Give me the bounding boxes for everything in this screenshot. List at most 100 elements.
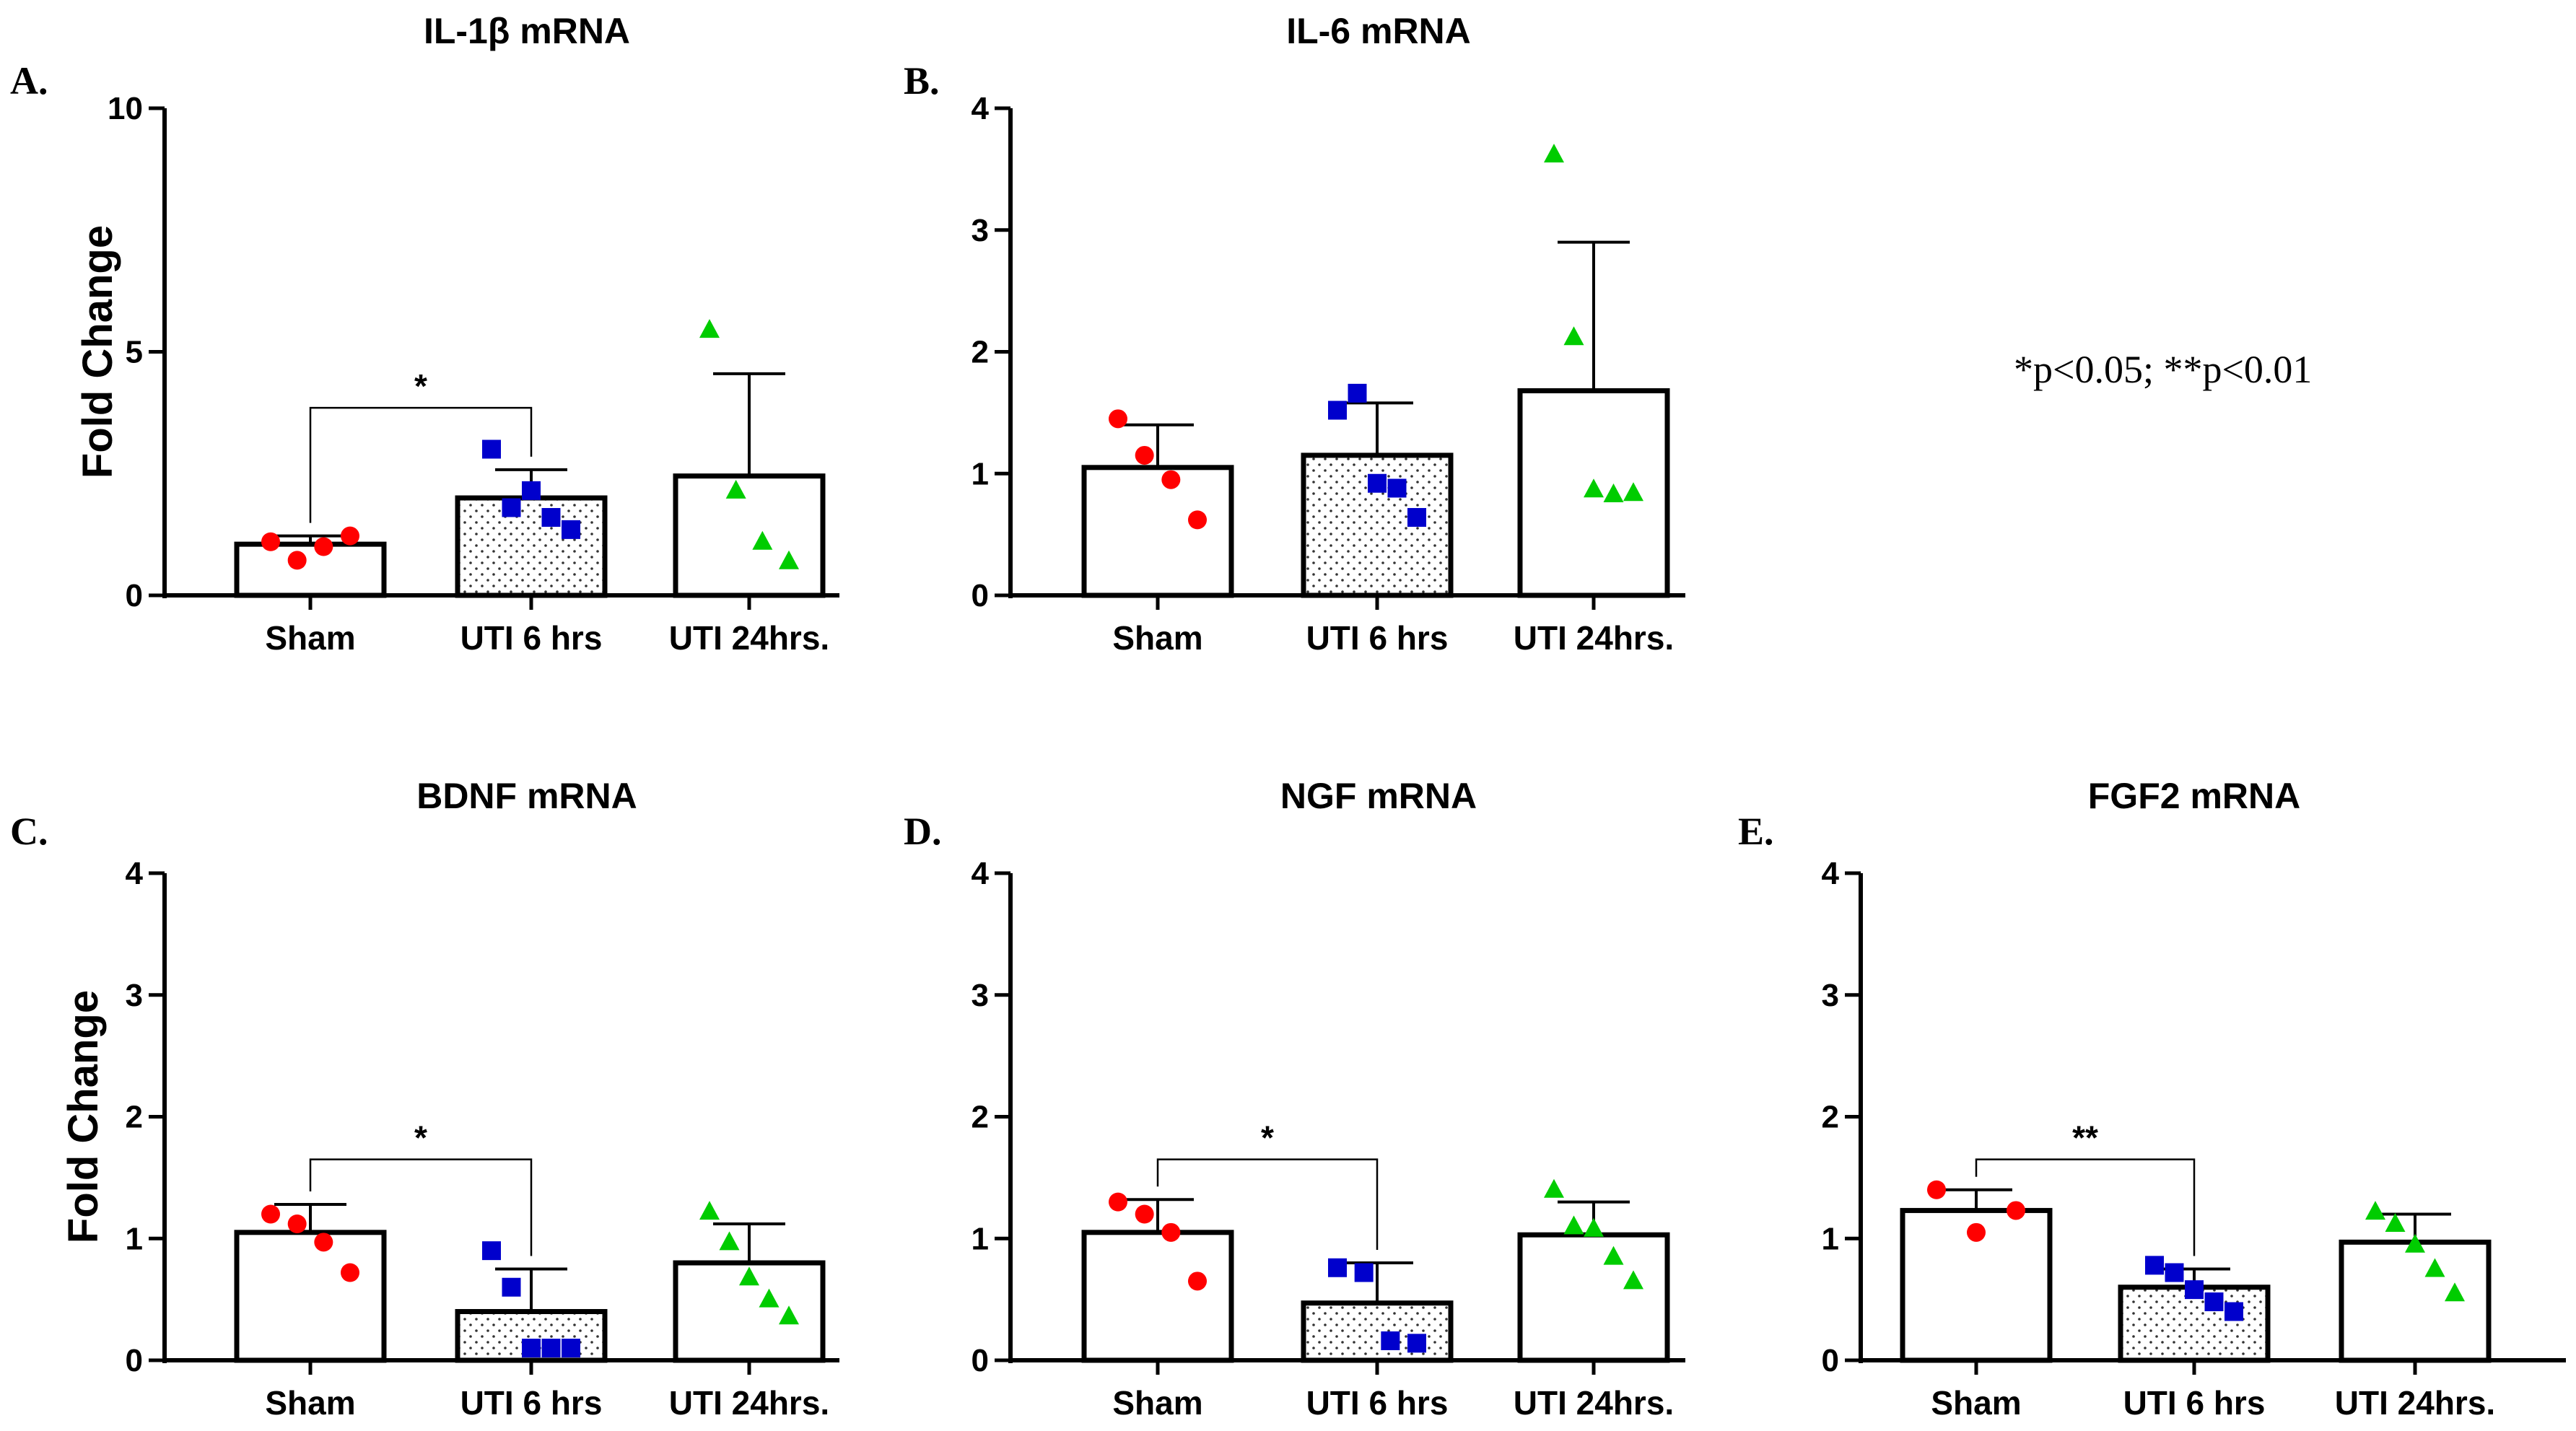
data-point-uti-24hrs [1584, 478, 1604, 498]
data-point-uti-24hrs [699, 1201, 720, 1220]
data-point-uti-24hrs [2424, 1258, 2445, 1277]
data-point-uti-24hrs [1623, 1270, 1643, 1290]
chart-title: NGF mRNA [1280, 776, 1477, 816]
bar-sham [234, 1230, 387, 1363]
data-point-uti-6-hrs [1387, 478, 1407, 498]
panel-c: C. BDNF mRNA Fold Change 0 1 2 3 4 Sham UTI 6 hrs… [10, 776, 839, 1422]
y-tick-label: 0 [972, 578, 989, 613]
data-point-sham [341, 526, 359, 546]
data-point-uti-6-hrs [562, 520, 580, 539]
x-tick-label-uti-6-hrs: UTI 6 hrs [1306, 1384, 1449, 1422]
y-tick-label: 4 [972, 91, 990, 126]
data-point-uti-6-hrs [482, 1241, 501, 1261]
significance-label: ** [2072, 1119, 2098, 1157]
significance-label: * [414, 1119, 427, 1157]
data-point-uti-6-hrs [1407, 1334, 1426, 1353]
data-point-uti-6-hrs [2224, 1302, 2243, 1321]
x-tick-label-sham: Sham [1931, 1384, 2021, 1422]
significance-bracket [1156, 1158, 1379, 1250]
data-point-sham [1967, 1222, 1986, 1242]
y-tick-label: 1 [972, 1221, 989, 1256]
x-tick-label-uti-24hrs: UTI 24hrs. [669, 1384, 829, 1422]
data-point-uti-6-hrs [482, 439, 501, 459]
y-tick-label: 3 [972, 978, 989, 1013]
data-point-sham [1188, 510, 1207, 530]
data-point-uti-24hrs [752, 530, 773, 550]
data-point-uti-6-hrs [1407, 508, 1426, 527]
x-tick-label-uti-6-hrs: UTI 6 hrs [2123, 1384, 2266, 1422]
x-tick-label-sham: Sham [265, 1384, 355, 1422]
data-point-uti-6-hrs [1328, 1258, 1347, 1277]
significance-bracket [309, 1158, 533, 1256]
panel-e: E. FGF2 mRNA 0 1 2 3 4 Sham UTI 6 hrs UTI 24hrs. *… [1738, 776, 2566, 1422]
panel-label: B. [904, 59, 940, 102]
data-point-uti-24hrs [719, 1231, 740, 1251]
data-point-uti-6-hrs [522, 1339, 541, 1358]
data-point-sham [261, 532, 280, 551]
y-tick-label: 3 [126, 978, 143, 1013]
data-point-uti-6-hrs [1328, 401, 1347, 420]
data-point-uti-24hrs [1563, 326, 1584, 346]
y-tick-label: 0 [972, 1343, 989, 1378]
x-tick-label-uti-24hrs: UTI 24hrs. [1514, 619, 1674, 657]
data-point-sham [1135, 1204, 1154, 1224]
data-point-uti-6-hrs [1381, 1331, 1400, 1350]
significance-bracket [309, 406, 533, 523]
y-tick-label: 1 [126, 1221, 143, 1256]
bar-uti-24hrs [2339, 1239, 2492, 1363]
y-tick-label: 1 [1822, 1221, 1839, 1256]
y-tick-label: 0 [126, 578, 143, 613]
data-point-uti-24hrs [739, 1266, 759, 1286]
data-point-sham [1109, 409, 1127, 429]
x-tick-label-sham: Sham [1112, 619, 1202, 657]
data-point-sham [1161, 470, 1181, 489]
panel-d: D. NGF mRNA 0 1 2 3 4 Sham UTI 6 hrs UTI 24hrs. * [904, 776, 1685, 1422]
bar-uti-24hrs [1517, 1232, 1670, 1363]
y-tick-label: 4 [126, 856, 144, 891]
bar-sham [234, 541, 387, 598]
panel-a: A. IL-1β mRNA Fold Change 0 5 10 Sham UTI 6 hrs… [10, 11, 839, 657]
y-tick-label: 1 [972, 456, 989, 491]
y-tick-label: 5 [126, 335, 143, 370]
x-tick-label-uti-6-hrs: UTI 6 hrs [460, 619, 603, 657]
data-point-sham [1135, 445, 1154, 465]
data-point-uti-6-hrs [2145, 1256, 2164, 1275]
bar-sham [1081, 1230, 1234, 1363]
significance-label: * [414, 367, 427, 405]
data-point-uti-6-hrs [1348, 383, 1367, 403]
data-point-uti-6-hrs [2204, 1292, 2224, 1311]
y-tick-label: 4 [1822, 856, 1840, 891]
data-point-sham [287, 551, 307, 570]
data-point-sham [1927, 1180, 1946, 1199]
y-axis-label: Fold Change [60, 990, 107, 1243]
data-point-uti-24hrs [2405, 1233, 2425, 1253]
x-tick-label-uti-6-hrs: UTI 6 hrs [460, 1384, 603, 1422]
significance-note: *p<0.05; **p<0.01 [2014, 348, 2312, 391]
data-point-uti-24hrs [759, 1288, 780, 1308]
significance-label: * [1261, 1119, 1274, 1157]
data-point-sham [1161, 1222, 1181, 1242]
data-point-uti-24hrs [1603, 1246, 1624, 1265]
panel-label: A. [10, 59, 48, 102]
x-tick-label-uti-24hrs: UTI 24hrs. [1514, 1384, 1674, 1422]
y-tick-label: 2 [972, 335, 989, 370]
data-point-uti-6-hrs [1368, 473, 1387, 493]
data-point-uti-6-hrs [1354, 1263, 1374, 1282]
y-axis-label: Fold Change [74, 225, 121, 478]
panel-label: E. [1738, 810, 1774, 853]
data-point-uti-24hrs [725, 479, 746, 499]
bar-uti-6-hrs [1301, 1300, 1454, 1363]
panel-label: C. [10, 810, 48, 853]
data-point-sham [287, 1215, 307, 1233]
y-tick-label: 2 [126, 1100, 143, 1135]
data-point-uti-24hrs [779, 1305, 799, 1325]
y-tick-label: 4 [972, 856, 990, 891]
y-tick-label: 2 [1822, 1100, 1839, 1135]
data-point-uti-6-hrs [2165, 1263, 2184, 1282]
y-tick-label: 0 [126, 1343, 143, 1378]
y-tick-label: 3 [972, 213, 989, 248]
data-point-uti-24hrs [2385, 1213, 2406, 1232]
data-point-uti-24hrs [1623, 482, 1643, 502]
chart-title: BDNF mRNA [416, 776, 637, 816]
